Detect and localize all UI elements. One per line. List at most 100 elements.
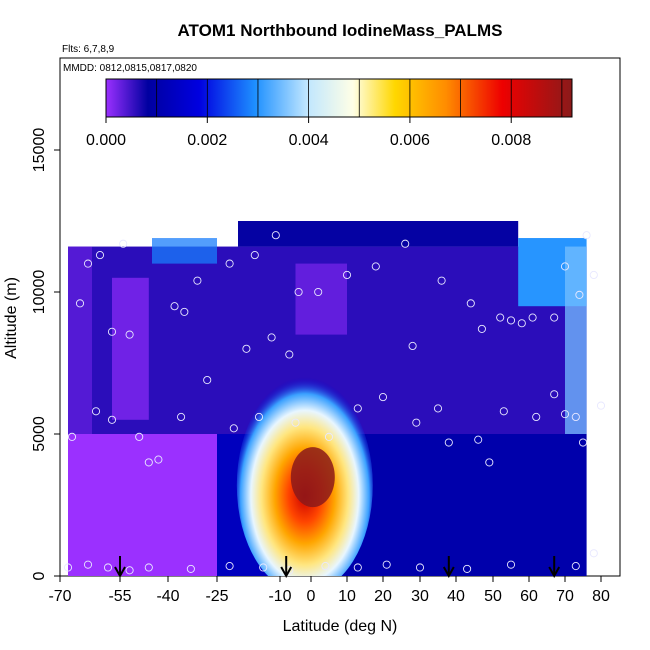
flights-label: Flts: 6,7,8,9 xyxy=(62,44,115,55)
field-region xyxy=(68,434,217,576)
plume-core xyxy=(290,447,335,508)
sample-point xyxy=(589,549,598,558)
sample-point xyxy=(532,412,541,422)
sample-point xyxy=(550,390,559,399)
sample-point xyxy=(254,412,264,422)
sample-point xyxy=(589,270,598,280)
field-streak xyxy=(152,238,217,264)
x-tick-label: 10 xyxy=(338,588,356,605)
sample-point xyxy=(528,313,537,322)
sample-point xyxy=(433,404,443,413)
sample-point xyxy=(119,239,128,248)
sample-point xyxy=(135,432,144,441)
y-axis-label: Altitude (m) xyxy=(3,277,20,359)
sample-point xyxy=(259,563,268,572)
field-streak xyxy=(112,277,149,420)
field-streak xyxy=(295,263,347,335)
x-tick-label: 50 xyxy=(484,588,502,605)
x-tick-label: 80 xyxy=(592,588,610,605)
y-axis: 0 5000 10000 15000 xyxy=(31,128,60,580)
sample-point xyxy=(437,276,446,285)
sample-point xyxy=(314,287,323,297)
colorbar-gradient xyxy=(105,78,573,118)
colorbar-tick-label: 0.006 xyxy=(390,132,430,149)
sample-point xyxy=(324,432,334,441)
x-tick-label: -70 xyxy=(48,588,71,605)
sample-point xyxy=(408,341,417,351)
sample-point xyxy=(382,560,391,569)
sample-points xyxy=(63,231,606,575)
sample-point xyxy=(67,432,77,441)
sample-point xyxy=(267,333,276,342)
sample-point xyxy=(571,562,580,571)
field-streak xyxy=(565,246,587,434)
flight-arrow xyxy=(442,556,455,579)
sample-point xyxy=(353,563,362,572)
x-tick-label: 60 xyxy=(520,588,538,605)
sample-point xyxy=(499,407,508,416)
flight-arrow xyxy=(280,556,293,579)
sample-point xyxy=(485,458,494,467)
sample-point xyxy=(571,412,580,422)
colorbar-tick-label: 0.008 xyxy=(491,132,531,149)
sample-point xyxy=(144,563,153,572)
sample-point xyxy=(477,324,486,333)
sample-point xyxy=(225,562,234,571)
sample-point xyxy=(401,239,410,248)
x-tick-label: -25 xyxy=(205,588,228,605)
colorbar: 0.000 0.002 0.004 0.006 0.008 xyxy=(86,78,573,149)
sample-point xyxy=(415,563,425,572)
sample-point xyxy=(550,313,559,322)
sample-point xyxy=(242,344,251,353)
x-tick-label: 20 xyxy=(374,588,392,605)
sample-point xyxy=(578,438,588,447)
y-tick-label: 5000 xyxy=(31,416,48,452)
sample-point xyxy=(582,231,591,240)
sample-point xyxy=(125,566,134,575)
sample-point xyxy=(378,393,388,402)
heatmap-field xyxy=(68,221,587,576)
field-region xyxy=(238,221,519,247)
sample-point xyxy=(125,330,134,339)
sample-point xyxy=(474,435,483,444)
y-tick-label: 10000 xyxy=(31,270,48,315)
x-tick-label: -55 xyxy=(108,588,131,605)
sample-point xyxy=(63,563,73,572)
sample-point xyxy=(107,327,117,336)
sample-point xyxy=(271,231,280,240)
sample-point xyxy=(466,299,475,308)
x-tick-label: 40 xyxy=(447,588,465,605)
sample-point xyxy=(225,259,234,268)
sample-point xyxy=(91,407,101,416)
sample-point xyxy=(463,564,472,573)
sample-point xyxy=(321,562,330,571)
chart-title: ATOM1 Northbound IodineMass_PALMS xyxy=(178,21,503,40)
x-tick-label: -10 xyxy=(268,588,291,605)
sample-point xyxy=(353,404,362,413)
sample-point xyxy=(229,424,238,433)
x-tick-label: -40 xyxy=(156,588,179,605)
sample-point xyxy=(154,455,163,464)
sample-point xyxy=(294,287,303,297)
sample-point xyxy=(107,415,117,424)
sample-point xyxy=(83,259,93,268)
sample-point xyxy=(291,418,300,427)
sample-point xyxy=(506,560,516,569)
flight-arrows xyxy=(114,556,561,579)
sample-point xyxy=(177,412,186,422)
y-tick-label: 15000 xyxy=(31,128,48,173)
sample-point xyxy=(371,262,380,271)
x-axis-label: Latitude (deg N) xyxy=(283,618,398,635)
colorbar-tick-label: 0.004 xyxy=(289,132,329,149)
sample-point xyxy=(180,307,189,316)
sample-point xyxy=(250,251,259,260)
sample-point xyxy=(203,375,212,385)
sample-point xyxy=(496,313,505,322)
x-tick-label: 0 xyxy=(307,588,316,605)
x-axis: -70 -55 -40 -25 -10 0 10 20 30 40 50 60 70 80 xyxy=(48,576,610,605)
sample-point xyxy=(83,560,93,569)
sample-point xyxy=(560,262,570,271)
sample-point xyxy=(412,418,421,427)
sample-point xyxy=(186,564,195,573)
